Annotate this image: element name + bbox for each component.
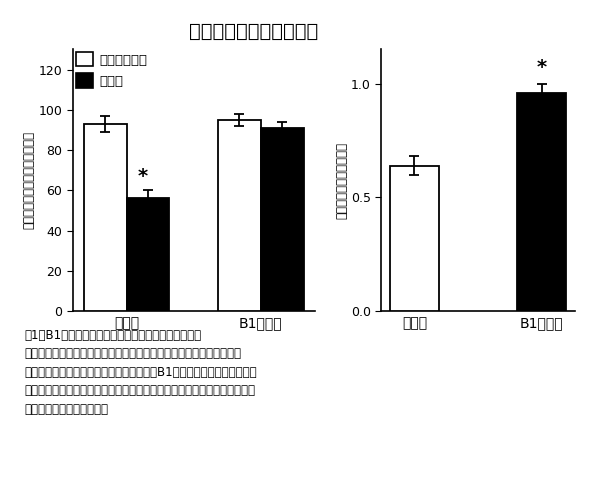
Y-axis label: 社会行動を行った総時間（秒）: 社会行動を行った総時間（秒） bbox=[22, 131, 36, 229]
Bar bbox=[126, 199, 169, 311]
Legend: トレーニング, テスト: トレーニング, テスト bbox=[74, 51, 149, 89]
Text: 図1　B1欠乏後のマウスが示す社会的認知記憶の障害
対照群は前日に出会ったマウスに対する社会行動（接触する時間）が
低下しており、相手を覚えていたものの、B1欠: 図1 B1欠乏後のマウスが示す社会的認知記憶の障害 対照群は前日に出会ったマウス… bbox=[24, 329, 257, 415]
Y-axis label: 社会的認知記憶のスコア: 社会的認知記憶のスコア bbox=[335, 142, 348, 219]
Text: *: * bbox=[537, 58, 546, 77]
Bar bbox=[261, 128, 304, 311]
Text: *: * bbox=[137, 167, 148, 186]
Bar bbox=[517, 93, 566, 311]
Bar bbox=[218, 120, 261, 311]
Bar bbox=[83, 124, 126, 311]
Bar bbox=[390, 165, 439, 311]
Text: 社会的認知記憶のスコア: 社会的認知記憶のスコア bbox=[189, 22, 319, 41]
